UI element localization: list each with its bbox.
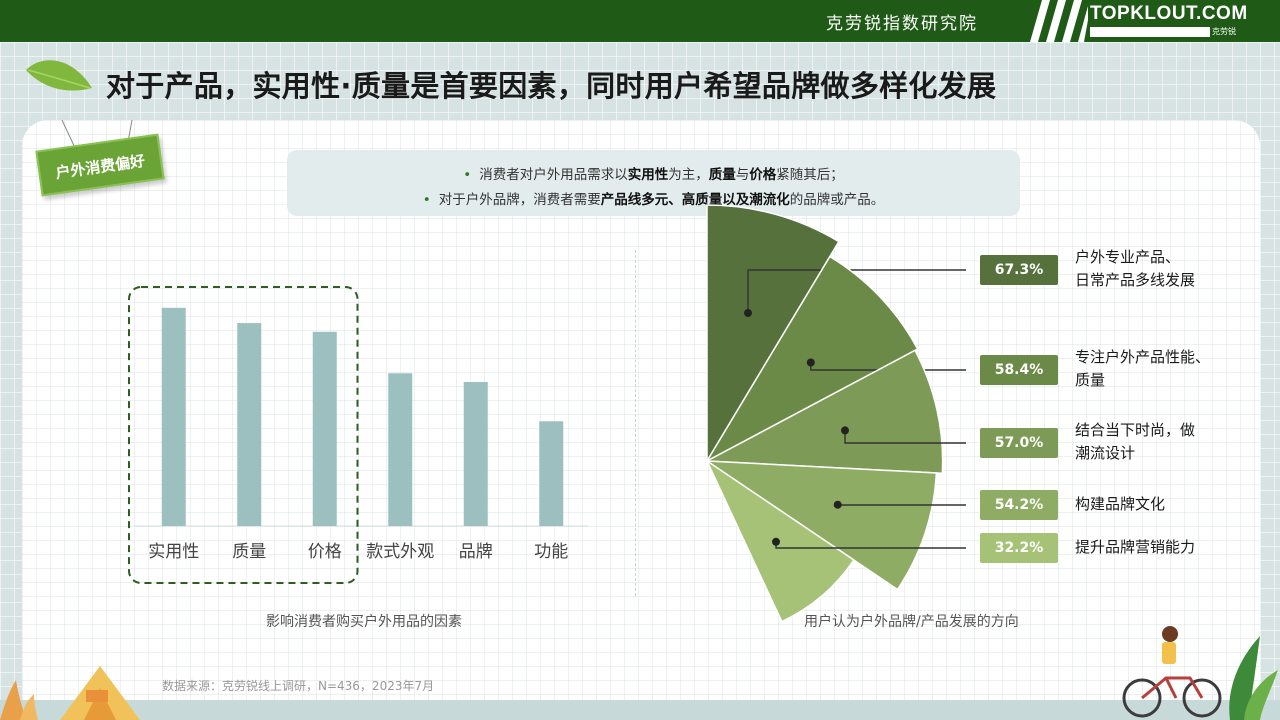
- rose-petal-4: [705, 458, 855, 623]
- section-tag: 户外消费偏好: [32, 120, 172, 210]
- summary-line-2-run-0: 对于户外品牌，消费者需要: [438, 192, 601, 208]
- highlight-box: [128, 286, 359, 584]
- rose-petal-3: [704, 460, 938, 591]
- chart-divider: [635, 250, 636, 596]
- rose-chart-caption: 用户认为户外品牌/产品发展的方向: [804, 614, 1019, 630]
- rose-option-label-line: 提升品牌营销能力: [1075, 538, 1196, 556]
- panel-grid: [22, 120, 1260, 720]
- rose-option-label-line: 户外专业产品、: [1075, 248, 1181, 266]
- summary-line-1-run-2: 为主，: [668, 167, 709, 183]
- bar-款式外观: [388, 373, 413, 526]
- bar-chart-caption: 影响消费者购买户外用品的因素: [266, 614, 462, 630]
- bar-实用性: [161, 307, 186, 526]
- bar-功能: [539, 421, 564, 526]
- bullet-dot: •: [422, 192, 431, 208]
- summary-line-1-run-5: 价格: [749, 167, 777, 183]
- rose-option-label-line: 专注户外产品性能、: [1075, 348, 1211, 366]
- summary-line-1-run-0: 消费者对户外用品需求以: [479, 167, 628, 183]
- rose-option-label: 户外专业产品、 日常产品多线发展: [1075, 246, 1195, 292]
- rose-leader-dot-0: [744, 309, 752, 317]
- bar-质量: [237, 323, 262, 526]
- summary-line-1-run-4: 与: [735, 167, 750, 183]
- rose-option-label-line: 日常产品多线发展: [1075, 271, 1196, 289]
- rose-value-label: 58.4%: [980, 355, 1058, 385]
- summary-line-1: • 消费者对户外用品需求以实用性为主，质量与价格紧随其后；: [287, 163, 1020, 183]
- stripes-decoration: [1030, 0, 1088, 42]
- rose-leader-line-2: [844, 430, 966, 444]
- bar-tick-label: 款式外观: [366, 542, 434, 562]
- org-name: 克劳锐指数研究院: [826, 14, 978, 34]
- rose-value-label: 67.3%: [980, 255, 1058, 285]
- summary-line-1-run-3: 质量: [708, 167, 736, 183]
- rose-option-label: 专注户外产品性能、 质量: [1075, 346, 1210, 392]
- bar-tick-label: 品牌: [459, 542, 493, 562]
- logo-sub-text: 克劳锐: [1212, 27, 1236, 36]
- rose-value-label: 57.0%: [980, 428, 1058, 458]
- tent-illustration: [0, 666, 140, 720]
- rose-leader-dot-2: [841, 426, 849, 435]
- rose-option-label: 构建品牌文化: [1075, 493, 1165, 516]
- header-bar: 克劳锐指数研究院 TOPKLOUT.COM 克劳锐: [0, 0, 1280, 42]
- rose-option-label-line: 构建品牌文化: [1075, 495, 1166, 513]
- rose-option-label: 提升品牌营销能力: [1075, 536, 1195, 559]
- summary-line-1-run-6: 紧随其后；: [776, 167, 844, 183]
- rose-option-label-line: 质量: [1075, 371, 1106, 389]
- rose-option-label: 结合当下时尚，做 潮流设计: [1075, 419, 1195, 465]
- rose-leader-dot-1: [806, 358, 815, 367]
- bar-tick-label: 功能: [534, 542, 568, 562]
- logo-text: TOPKLOUT.COM: [1090, 3, 1248, 24]
- summary-line-1-run-1: 实用性: [627, 167, 669, 183]
- rose-leader-dot-4: [772, 537, 780, 546]
- data-source: 数据来源：克劳锐线上调研，N=436，2023年7月: [162, 679, 435, 693]
- leaf-icon: [26, 60, 92, 91]
- rose-value-label: 32.2%: [980, 533, 1058, 563]
- rose-option-label-line: 结合当下时尚，做: [1075, 421, 1196, 439]
- bottom-band: [0, 700, 1280, 720]
- rose-leader-dot-3: [833, 500, 842, 509]
- cyclist-illustration: [1122, 626, 1278, 720]
- summary-box: • 消费者对户外用品需求以实用性为主，质量与价格紧随其后； • 对于户外品牌，消费者…: [287, 150, 1020, 216]
- bar-tick-label: 实用性: [148, 542, 199, 562]
- rose-option-label-line: 潮流设计: [1075, 444, 1136, 462]
- logo-tagline-bar: [1090, 27, 1210, 37]
- brand-logo: TOPKLOUT.COM 克劳锐: [1090, 3, 1250, 39]
- rose-leader-line-0: [747, 269, 966, 313]
- rose-value-label: 54.2%: [980, 490, 1058, 520]
- bar-tick-label: 价格: [308, 542, 342, 562]
- bar-价格: [312, 331, 337, 526]
- bullet-dot: •: [463, 167, 472, 183]
- rose-petal-0: [706, 204, 840, 464]
- bar-品牌: [463, 382, 488, 526]
- content-panel: [22, 120, 1260, 720]
- summary-line-2-run-2: 的品牌或产品。: [789, 192, 885, 208]
- summary-line-2-run-1: 产品线多元、高质量以及潮流化: [600, 192, 790, 208]
- summary-line-2: • 对于户外品牌，消费者需要产品线多元、高质量以及潮流化的品牌或产品。: [287, 188, 1020, 208]
- bar-tick-label: 质量: [232, 542, 266, 562]
- page-title: 对于产品，实用性·质量是首要因素，同时用户希望品牌做多样化发展: [106, 69, 997, 103]
